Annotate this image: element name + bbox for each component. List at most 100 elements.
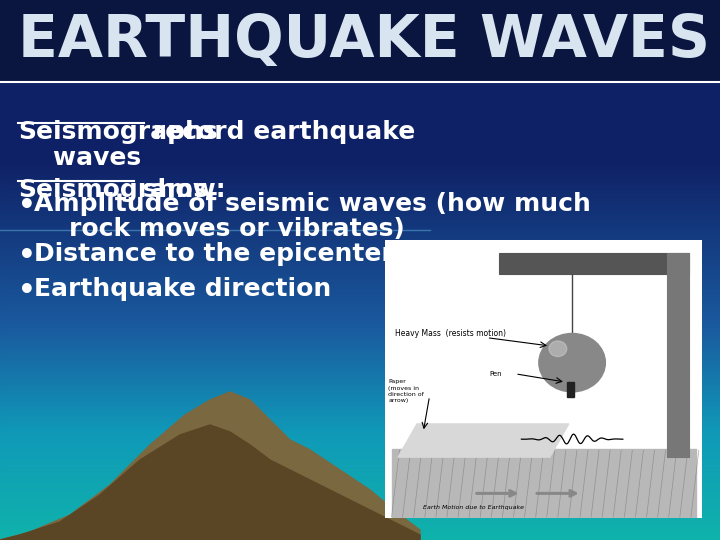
Bar: [0, 509, 720, 510]
Bar: [0, 257, 720, 258]
Bar: [0, 325, 720, 326]
Bar: [0, 332, 720, 333]
Bar: [0, 197, 720, 198]
Bar: [0, 247, 720, 248]
Bar: [0, 528, 720, 529]
Bar: [0, 507, 720, 508]
Bar: [0, 250, 720, 251]
Bar: [0, 375, 720, 376]
Bar: [0, 237, 720, 238]
Bar: [0, 244, 720, 245]
Bar: [0, 292, 720, 293]
Bar: [0, 221, 720, 222]
Bar: [0, 537, 720, 538]
Bar: [0, 378, 720, 379]
Bar: [0, 513, 720, 514]
Bar: [0, 75, 720, 76]
Bar: [0, 208, 720, 209]
Bar: [0, 65, 720, 66]
Bar: [0, 330, 720, 331]
Bar: [0, 462, 720, 463]
Bar: [0, 369, 720, 370]
Bar: [0, 36, 720, 37]
Bar: [0, 435, 720, 436]
Bar: [0, 535, 720, 536]
Bar: [0, 87, 720, 88]
Bar: [0, 80, 720, 81]
Bar: [0, 249, 720, 250]
Bar: [0, 279, 720, 280]
Bar: [0, 423, 720, 424]
Bar: [0, 366, 720, 367]
Bar: [0, 116, 720, 117]
Bar: [0, 115, 720, 116]
Bar: [0, 459, 720, 460]
Bar: [0, 30, 720, 31]
Bar: [0, 211, 720, 212]
Bar: [0, 137, 720, 138]
Bar: [0, 25, 720, 26]
Bar: [0, 243, 720, 244]
Bar: [0, 222, 720, 223]
Bar: [0, 58, 720, 59]
Bar: [0, 185, 720, 186]
Bar: [0, 306, 720, 307]
Bar: [0, 327, 720, 328]
Text: Paper
(moves in
direction of
arrow): Paper (moves in direction of arrow): [388, 379, 424, 403]
Bar: [0, 539, 720, 540]
Bar: [0, 174, 720, 175]
Bar: [0, 428, 720, 429]
Bar: [0, 126, 720, 127]
Bar: [0, 496, 720, 497]
Bar: [0, 104, 720, 105]
Bar: [0, 4, 720, 5]
Bar: [0, 132, 720, 133]
Bar: [0, 359, 720, 360]
Bar: [0, 43, 720, 44]
Bar: [0, 157, 720, 158]
Bar: [0, 355, 720, 356]
Bar: [0, 317, 720, 318]
Bar: [0, 405, 720, 406]
Bar: [0, 461, 720, 462]
Bar: [0, 142, 720, 143]
Bar: [0, 394, 720, 395]
Bar: [0, 32, 720, 33]
Bar: [0, 98, 720, 99]
Bar: [0, 176, 720, 177]
Bar: [0, 458, 720, 459]
Bar: [0, 166, 720, 167]
Bar: [0, 122, 720, 123]
Bar: [0, 406, 720, 407]
Bar: [0, 195, 720, 196]
Bar: [0, 299, 720, 300]
Bar: [0, 69, 720, 70]
Bar: [0, 74, 720, 75]
Bar: [0, 39, 720, 40]
Bar: [0, 526, 720, 527]
Bar: [0, 147, 720, 148]
Bar: [0, 129, 720, 130]
Bar: [0, 168, 720, 169]
Bar: [0, 3, 720, 4]
Bar: [0, 438, 720, 439]
Bar: [0, 48, 720, 49]
Bar: [0, 400, 720, 401]
Bar: [0, 455, 720, 456]
Bar: [0, 364, 720, 365]
Bar: [0, 161, 720, 162]
Bar: [0, 56, 720, 57]
Bar: [0, 499, 720, 500]
Bar: [0, 72, 720, 73]
Bar: [0, 225, 720, 226]
Bar: [0, 183, 720, 184]
Bar: [0, 0, 720, 80]
Bar: [0, 214, 720, 215]
Bar: [0, 484, 720, 485]
Bar: [667, 253, 689, 457]
Bar: [0, 239, 720, 240]
Bar: [0, 171, 720, 172]
Bar: [0, 33, 720, 34]
Bar: [0, 228, 720, 229]
Bar: [0, 480, 720, 481]
